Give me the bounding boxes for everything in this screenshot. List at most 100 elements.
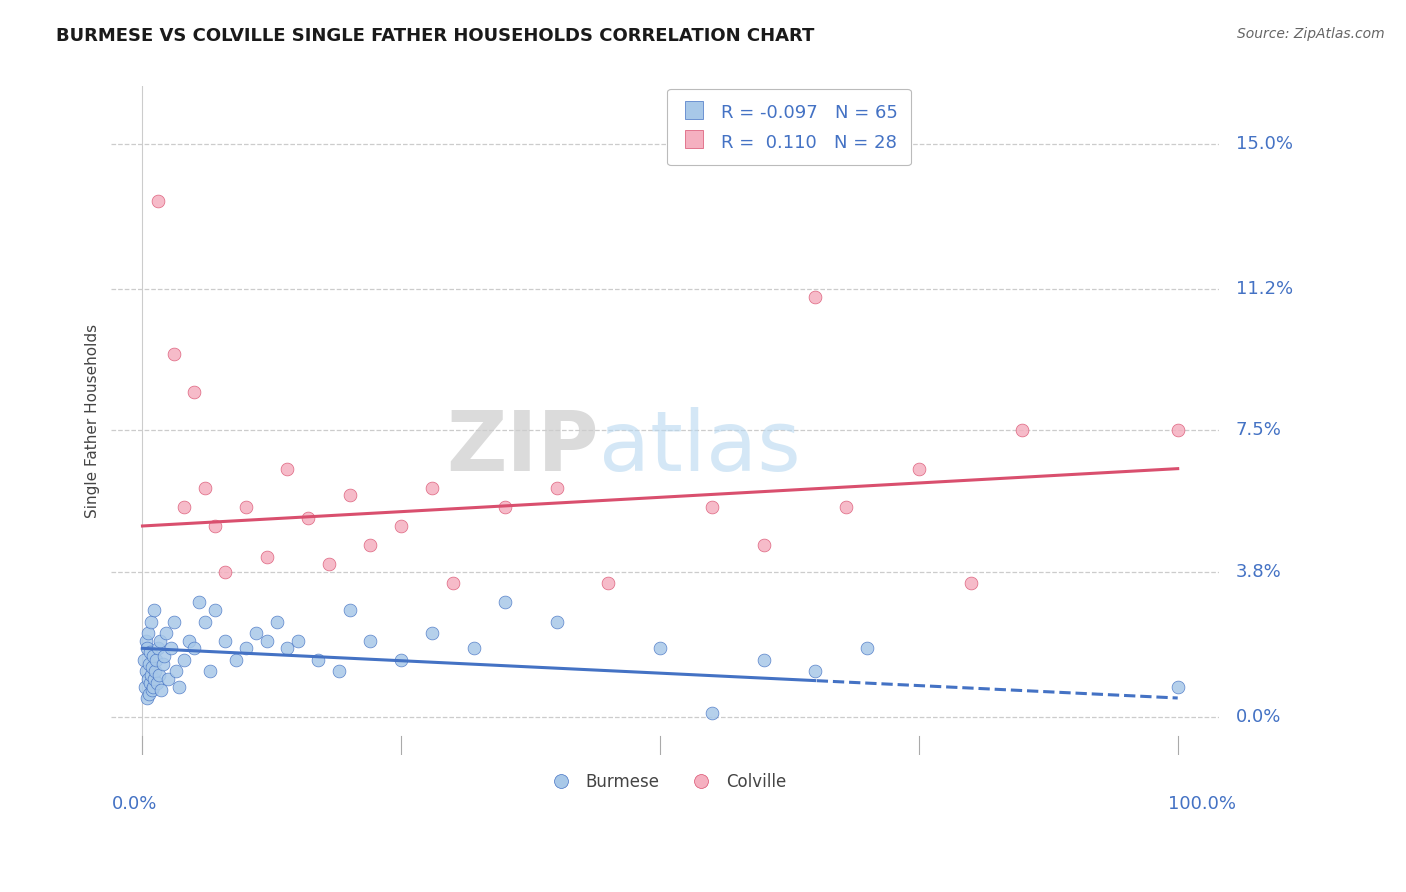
Point — [146, 675, 169, 690]
Point — [804, 665, 827, 679]
Y-axis label: Single Father Households: Single Father Households — [86, 324, 100, 518]
Point — [463, 641, 485, 656]
Point — [339, 488, 361, 502]
Point — [389, 519, 412, 533]
Point — [420, 626, 443, 640]
Point — [494, 595, 516, 609]
Text: 15.0%: 15.0% — [1236, 135, 1292, 153]
Point — [856, 641, 879, 656]
Point — [214, 565, 236, 579]
Point — [177, 633, 200, 648]
Point — [142, 648, 165, 663]
Point — [141, 683, 163, 698]
Point — [142, 680, 165, 694]
Point — [959, 576, 981, 591]
Point — [297, 511, 319, 525]
Point — [194, 615, 217, 629]
Text: 0.0%: 0.0% — [1236, 708, 1281, 726]
Point — [162, 615, 184, 629]
Point — [132, 653, 155, 667]
Point — [136, 672, 159, 686]
Point — [598, 576, 620, 591]
Point — [441, 576, 464, 591]
Point — [700, 500, 723, 514]
Point — [359, 538, 381, 552]
Text: 11.2%: 11.2% — [1236, 280, 1294, 298]
Point — [908, 461, 931, 475]
Point — [153, 648, 176, 663]
Point — [389, 653, 412, 667]
Point — [139, 615, 162, 629]
Point — [359, 633, 381, 648]
Point — [276, 641, 298, 656]
Point — [146, 641, 169, 656]
Point — [700, 706, 723, 721]
Point — [804, 290, 827, 304]
Point — [146, 194, 169, 208]
Point — [155, 626, 177, 640]
Point — [494, 500, 516, 514]
Point — [183, 641, 205, 656]
Point — [139, 668, 162, 682]
Point — [546, 615, 568, 629]
Point — [173, 500, 195, 514]
Point — [145, 653, 167, 667]
Point — [135, 633, 157, 648]
Point — [245, 626, 267, 640]
Point — [752, 653, 775, 667]
Point — [266, 615, 288, 629]
Point — [204, 519, 226, 533]
Point — [214, 633, 236, 648]
Point — [138, 657, 160, 671]
Point — [276, 461, 298, 475]
Legend: Burmese, Colville: Burmese, Colville — [537, 766, 793, 797]
Point — [142, 603, 165, 617]
Text: 7.5%: 7.5% — [1236, 421, 1282, 440]
Point — [835, 500, 858, 514]
Text: 0.0%: 0.0% — [111, 796, 157, 814]
Point — [1167, 424, 1189, 438]
Point — [1167, 680, 1189, 694]
Point — [752, 538, 775, 552]
Point — [648, 641, 671, 656]
Point — [138, 645, 160, 659]
Point — [420, 481, 443, 495]
Point — [225, 653, 247, 667]
Point — [160, 641, 183, 656]
Text: BURMESE VS COLVILLE SINGLE FATHER HOUSEHOLDS CORRELATION CHART: BURMESE VS COLVILLE SINGLE FATHER HOUSEH… — [56, 27, 814, 45]
Point — [141, 660, 163, 674]
Point — [287, 633, 309, 648]
Point — [138, 687, 160, 701]
Point — [138, 675, 160, 690]
Point — [143, 665, 166, 679]
Point — [173, 653, 195, 667]
Point — [318, 558, 340, 572]
Point — [204, 603, 226, 617]
Point — [135, 641, 157, 656]
Text: Source: ZipAtlas.com: Source: ZipAtlas.com — [1237, 27, 1385, 41]
Point — [167, 680, 190, 694]
Point — [135, 691, 157, 706]
Point — [149, 633, 172, 648]
Point — [162, 347, 184, 361]
Point — [194, 481, 217, 495]
Point — [148, 668, 170, 682]
Point — [307, 653, 329, 667]
Point — [198, 665, 221, 679]
Text: 3.8%: 3.8% — [1236, 563, 1281, 581]
Point — [328, 665, 350, 679]
Point — [546, 481, 568, 495]
Point — [142, 672, 165, 686]
Point — [183, 385, 205, 400]
Point — [135, 665, 157, 679]
Point — [152, 657, 174, 671]
Point — [256, 549, 278, 564]
Point — [136, 626, 159, 640]
Point — [235, 500, 257, 514]
Text: atlas: atlas — [599, 407, 800, 488]
Point — [150, 683, 173, 698]
Point — [188, 595, 211, 609]
Point — [157, 672, 180, 686]
Point — [256, 633, 278, 648]
Point — [235, 641, 257, 656]
